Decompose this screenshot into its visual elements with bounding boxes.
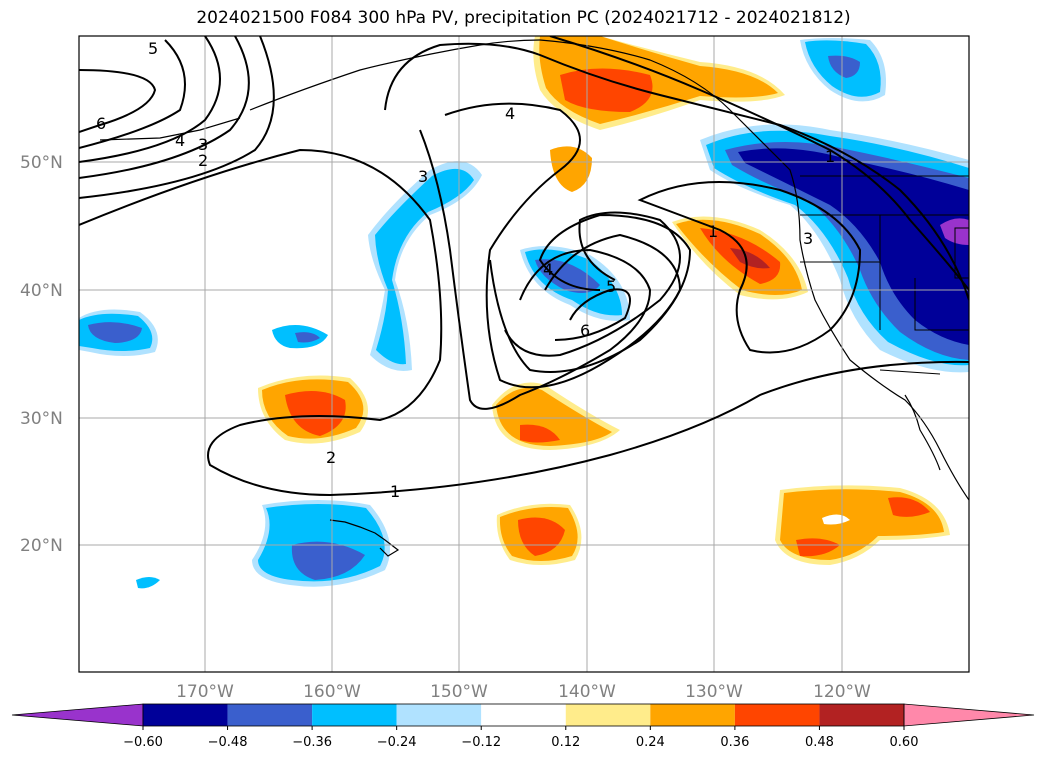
contour-label-1-northeast: 1 <box>825 147 835 166</box>
colorbar-extend-low <box>11 703 144 727</box>
colorbar-tick-label: −0.36 <box>292 735 332 750</box>
lon-label-170w: 170°W <box>176 682 234 702</box>
latitude-labels: 50°N 40°N 30°N 20°N <box>20 153 63 556</box>
colorbar-tick-label: −0.60 <box>123 735 163 750</box>
precip-negative-streak <box>368 161 482 371</box>
longitude-labels: 170°W 160°W 150°W 140°W 130°W 120°W <box>176 682 871 702</box>
colorbar-outline <box>142 703 905 727</box>
colorbar-tick-label: −0.24 <box>377 735 417 750</box>
map-title: 2024021500 F084 300 hPa PV, precipitatio… <box>196 8 851 28</box>
contour-label-2: 2 <box>198 151 208 170</box>
precip-positive-south <box>496 503 582 565</box>
contour-label-3-center: 3 <box>418 167 428 186</box>
contour-label-6-center: 6 <box>580 321 590 340</box>
contour-label-1-south: 1 <box>390 482 400 501</box>
grid-lines <box>79 36 969 672</box>
lon-label-120w: 120°W <box>813 682 871 702</box>
map-border <box>78 35 970 673</box>
colorbar-tick-label: 0.24 <box>636 735 665 750</box>
contour-label-4-center: 4 <box>543 260 553 279</box>
colorbar-tick-label: 0.12 <box>551 735 580 750</box>
lat-label-30n: 30°N <box>20 409 63 429</box>
colorbar-tick-label: 0.48 <box>805 735 834 750</box>
lat-label-20n: 20°N <box>20 536 63 556</box>
colorbar-segment <box>312 704 397 726</box>
contour-label-4-top: 4 <box>505 104 515 123</box>
colorbar: −0.60 −0.48 −0.36 −0.24 −0.12 0.12 0.24 0.36 0.4… <box>11 703 1035 750</box>
contour-label-5-center: 5 <box>606 277 616 296</box>
colorbar-segment <box>143 704 228 726</box>
precip-negative-southwest <box>252 500 390 587</box>
precip-positive-west <box>258 375 368 444</box>
precip-negative-west <box>79 309 158 356</box>
contour-label-5: 5 <box>148 39 158 58</box>
contour-label-1-center: 1 <box>708 222 718 241</box>
lon-label-130w: 130°W <box>685 682 743 702</box>
contour-label-2-south: 2 <box>326 448 336 467</box>
precip-negative-central <box>520 246 630 321</box>
colorbar-segment <box>227 704 313 726</box>
precip-positive-east <box>672 216 808 300</box>
precip-negative-tiny <box>136 577 160 589</box>
precip-negative-small <box>272 325 328 349</box>
state-borders <box>800 175 969 375</box>
colorbar-segment <box>565 704 651 726</box>
lon-label-150w: 150°W <box>430 682 488 702</box>
contour-label-3-northeast: 3 <box>803 229 813 248</box>
colorbar-segment <box>396 704 482 726</box>
pv-contours <box>79 36 969 497</box>
colorbar-extend-high <box>903 703 1035 727</box>
colorbar-segment <box>481 704 566 726</box>
colorbar-segment <box>650 704 735 726</box>
colorbar-segment <box>734 704 820 726</box>
precip-positive-central-south <box>492 382 620 450</box>
coastlines <box>99 39 969 557</box>
colorbar-tick-label: 0.60 <box>890 735 919 750</box>
precip-positive-north <box>533 36 785 130</box>
contour-label-4: 4 <box>175 131 185 150</box>
colorbar-segment <box>819 704 904 726</box>
contour-label-6: 6 <box>96 114 106 133</box>
colorbar-tick-label: 0.36 <box>720 735 749 750</box>
lat-label-40n: 40°N <box>20 281 63 301</box>
lat-label-50n: 50°N <box>20 153 63 173</box>
lon-label-160w: 160°W <box>303 682 361 702</box>
colorbar-tick-label: −0.48 <box>208 735 248 750</box>
precip-positive-small <box>550 146 592 192</box>
contour-label-3: 3 <box>198 135 208 154</box>
contour-labels: 5 6 4 3 2 3 4 1 3 1 4 5 6 2 1 <box>96 39 835 501</box>
colorbar-tick-label: −0.12 <box>461 735 501 750</box>
precip-negative-north <box>800 38 886 102</box>
lon-label-140w: 140°W <box>558 682 616 702</box>
